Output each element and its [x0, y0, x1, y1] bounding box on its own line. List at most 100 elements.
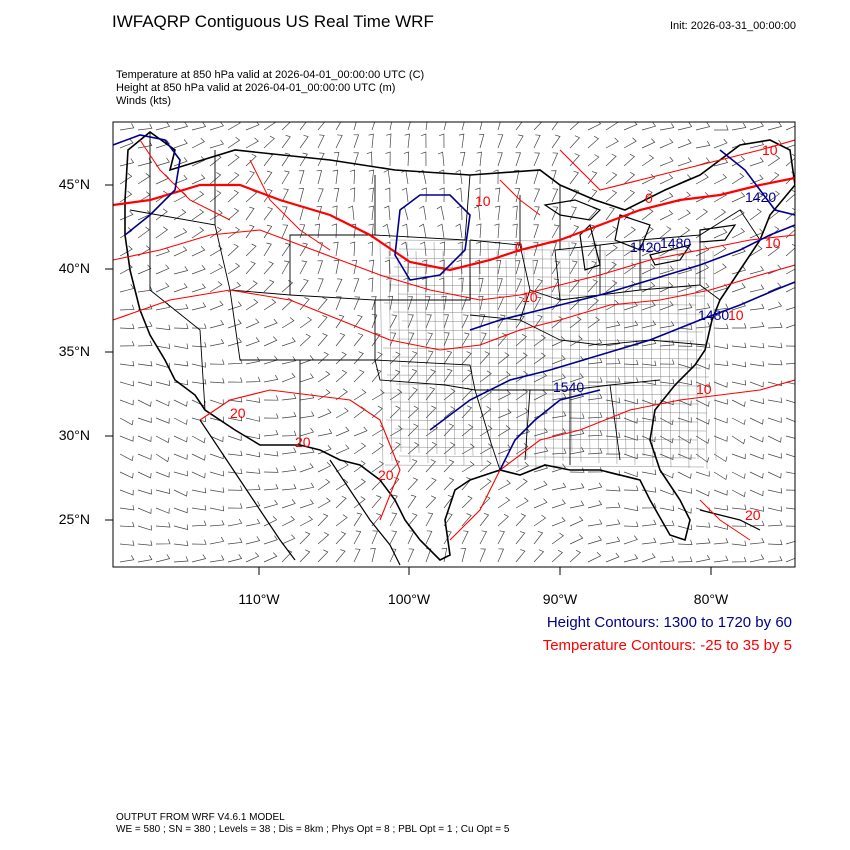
wind-barb: [209, 172, 222, 185]
wind-barb: [209, 320, 225, 329]
wind-barb: [191, 362, 206, 368]
wind-barb: [605, 137, 619, 149]
wind-barb: [713, 303, 729, 311]
wind-barb: [299, 549, 311, 563]
wind-barb: [227, 122, 241, 131]
wind-barb: [659, 138, 674, 149]
wind-barb: [353, 351, 364, 365]
county-line: [393, 266, 699, 270]
height-contour-label: 1480: [660, 235, 691, 251]
wind-barb: [605, 536, 621, 545]
height-contour-label: 1420: [745, 189, 776, 205]
wind-barb: [403, 151, 410, 167]
county-boundaries: [379, 239, 717, 471]
wind-barb: [749, 321, 765, 329]
wind-barb: [731, 417, 746, 425]
wind-barb: [695, 140, 711, 149]
wind-barb: [767, 397, 783, 403]
wind-barb: [335, 426, 350, 437]
wind-barb: [605, 358, 621, 365]
wind-barb: [479, 460, 492, 473]
lat-label-40: 40°N: [58, 260, 90, 276]
wind-barb: [263, 483, 279, 491]
wind-barb: [209, 226, 222, 239]
wind-barb: [439, 241, 446, 257]
temp-contour-label: 0: [515, 239, 523, 255]
wind-barb: [333, 241, 339, 257]
wind-barb: [749, 245, 763, 257]
wind-barb: [335, 461, 349, 473]
wind-barb: [209, 281, 223, 293]
lat-label-25: 25°N: [58, 511, 90, 527]
wind-barb: [749, 361, 765, 367]
wind-barb: [659, 282, 674, 293]
county-line: [487, 241, 492, 458]
wind-barb: [785, 435, 795, 439]
wind-barb: [749, 537, 765, 545]
wind-barb: [515, 134, 524, 149]
wind-barb: [479, 314, 486, 329]
wind-barb: [173, 157, 188, 167]
wind-barb: [209, 263, 224, 275]
wind-barb: [299, 427, 314, 437]
wind-barb: [245, 189, 258, 203]
wind-barb: [479, 406, 492, 419]
county-line: [399, 410, 708, 414]
wind-barb: [494, 205, 501, 221]
wind-barb: [569, 188, 580, 203]
wind-barb: [227, 537, 243, 545]
wind-barb: [245, 243, 257, 257]
county-line: [386, 374, 710, 378]
wind-barb: [695, 554, 711, 563]
wind-barb: [173, 435, 188, 443]
wind-barb: [335, 407, 349, 419]
wind-barb: [605, 339, 621, 347]
wind-barb: [281, 188, 289, 203]
wind-barb: [155, 122, 171, 131]
lat-label-30: 30°N: [58, 427, 90, 443]
wind-barb: [263, 152, 274, 167]
wind-barb: [263, 467, 279, 473]
wind-barb: [713, 538, 729, 545]
wind-barb: [119, 173, 133, 185]
wind-barb: [767, 122, 783, 131]
wind-barb: [317, 549, 329, 563]
wind-barb: [494, 223, 500, 239]
wind-barb: [461, 387, 473, 401]
wind-barb: [245, 518, 261, 527]
wind-barb: [533, 498, 548, 509]
wind-barb: [515, 296, 525, 311]
wind-barb: [731, 453, 746, 460]
wind-barb: [731, 540, 747, 547]
wind-barb: [227, 189, 239, 203]
wind-barb: [421, 187, 427, 203]
wind-barb: [623, 171, 636, 185]
wind-barb: [155, 324, 171, 331]
wind-barb: [299, 482, 315, 491]
wind-barb: [623, 417, 638, 424]
wind-barb: [263, 499, 279, 509]
wind-barb: [317, 444, 332, 455]
wind-barb: [317, 188, 324, 203]
wind-barb: [317, 122, 326, 131]
wind-barb: [749, 265, 765, 275]
wind-barb: [425, 332, 433, 347]
wind-barb: [384, 259, 391, 275]
wind-barb: [461, 351, 472, 365]
wind-barb: [367, 241, 374, 257]
wind-barb: [263, 188, 273, 203]
wind-barb: [155, 488, 170, 494]
wind-barb: [497, 389, 512, 401]
wind-barb: [587, 535, 602, 545]
wind-barb: [299, 122, 307, 131]
wind-barb: [370, 548, 376, 563]
wind-barb: [299, 373, 314, 383]
wind-barb: [209, 487, 225, 493]
wind-barb: [497, 296, 505, 311]
wind-barb: [497, 152, 503, 167]
wind-barb: [512, 205, 518, 221]
wind-barb: [155, 554, 171, 563]
wind-barb: [371, 495, 382, 509]
wind-barb: [659, 471, 674, 479]
wind-barb: [173, 556, 189, 563]
